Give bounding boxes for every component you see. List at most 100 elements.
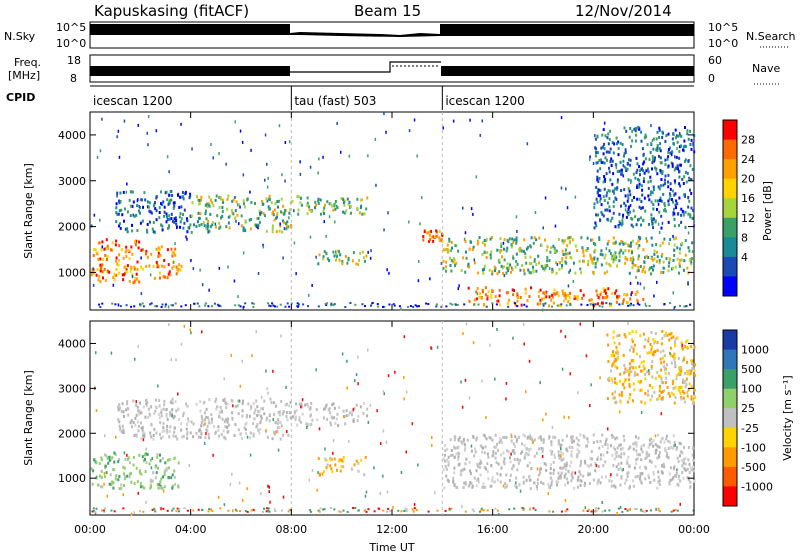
radar-cell xyxy=(633,196,635,199)
radar-cell xyxy=(446,478,449,482)
radar-cell xyxy=(683,358,686,361)
radar-cell xyxy=(332,304,335,307)
radar-cell xyxy=(553,453,556,457)
radar-cell xyxy=(101,509,104,512)
radar-cell xyxy=(126,453,128,457)
radar-cell xyxy=(622,174,624,178)
radar-cell xyxy=(631,199,634,202)
radar-cell xyxy=(512,449,515,452)
noise-left-tick-top: 10^5 xyxy=(56,21,86,34)
radar-cell xyxy=(274,208,276,212)
radar-cell xyxy=(195,403,198,407)
radar-cell xyxy=(549,463,552,467)
radar-cell xyxy=(388,271,390,275)
radar-cell xyxy=(682,359,684,363)
radar-cell xyxy=(272,224,274,228)
radar-cell xyxy=(684,225,687,229)
radar-cell xyxy=(462,486,465,489)
radar-cell xyxy=(463,467,466,471)
radar-cell xyxy=(610,257,613,261)
radar-cell xyxy=(177,392,179,396)
radar-cell xyxy=(205,209,207,213)
radar-cell xyxy=(680,397,683,401)
radar-cell xyxy=(118,155,121,159)
radar-cell xyxy=(284,179,286,183)
radar-cell xyxy=(673,340,676,344)
radar-cell xyxy=(607,287,610,291)
radar-cell xyxy=(414,304,417,307)
x-tick-label: 16:00 xyxy=(477,523,509,536)
radar-cell xyxy=(686,372,689,376)
radar-cell xyxy=(575,436,578,440)
radar-cell xyxy=(258,409,261,413)
radar-cell xyxy=(596,191,599,195)
radar-cell xyxy=(524,256,527,259)
radar-cell xyxy=(171,254,174,258)
radar-cell xyxy=(576,454,579,458)
radar-cell xyxy=(135,433,138,437)
radar-cell xyxy=(516,468,519,472)
radar-cell xyxy=(506,266,509,270)
radar-cell xyxy=(108,459,111,462)
radar-cell xyxy=(613,484,616,488)
radar-cell xyxy=(680,163,682,167)
radar-cell xyxy=(632,256,635,260)
radar-cell xyxy=(442,266,445,270)
radar-cell xyxy=(669,146,671,150)
radar-cell xyxy=(455,261,458,265)
radar-cell xyxy=(135,243,137,247)
radar-cell xyxy=(136,480,139,484)
radar-cell xyxy=(225,418,227,422)
radar-cell xyxy=(237,399,240,403)
radar-cell xyxy=(138,412,141,416)
radar-cell xyxy=(629,210,632,214)
radar-cell xyxy=(462,256,465,260)
radar-cell xyxy=(586,304,589,306)
radar-cell xyxy=(659,196,662,200)
radar-cell xyxy=(634,129,637,133)
radar-cell xyxy=(207,219,210,223)
radar-cell xyxy=(205,217,208,221)
radar-cell xyxy=(645,509,648,512)
radar-cell xyxy=(483,264,486,268)
radar-cell xyxy=(581,246,584,250)
radar-cell xyxy=(664,163,667,167)
radar-cell xyxy=(290,302,293,305)
radar-cell xyxy=(206,416,209,420)
radar-cell xyxy=(570,449,573,453)
radar-cell xyxy=(626,161,629,165)
radar-cell xyxy=(604,460,607,464)
radar-cell xyxy=(627,187,630,191)
radar-cell xyxy=(560,443,563,447)
radar-cell xyxy=(656,280,658,284)
radar-cell xyxy=(282,433,285,437)
radar-cell xyxy=(491,302,494,305)
radar-cell xyxy=(568,296,571,300)
radar-cell xyxy=(515,440,518,444)
radar-cell xyxy=(644,477,647,481)
radar-cell xyxy=(647,256,650,259)
radar-cell xyxy=(615,382,618,385)
x-tick-label: 00:00 xyxy=(74,523,106,536)
radar-cell xyxy=(576,478,579,482)
radar-cell xyxy=(551,293,554,297)
radar-cell xyxy=(339,510,342,513)
radar-cell xyxy=(210,417,213,421)
radar-cell xyxy=(163,214,165,218)
radar-cell xyxy=(679,502,681,506)
radar-cell xyxy=(330,467,333,471)
radar-cell xyxy=(676,446,679,450)
radar-cell xyxy=(491,438,494,442)
radar-cell xyxy=(142,267,145,271)
radar-cell xyxy=(337,510,340,513)
radar-cell xyxy=(257,223,260,227)
radar-cell xyxy=(636,185,638,189)
radar-cell xyxy=(435,303,438,306)
radar-cell xyxy=(658,154,660,158)
radar-cell xyxy=(221,417,224,421)
radar-cell xyxy=(469,118,471,122)
radar-cell xyxy=(623,333,626,336)
radar-cell xyxy=(274,202,277,206)
radar-cell xyxy=(176,507,179,510)
radar-cell xyxy=(492,450,495,454)
